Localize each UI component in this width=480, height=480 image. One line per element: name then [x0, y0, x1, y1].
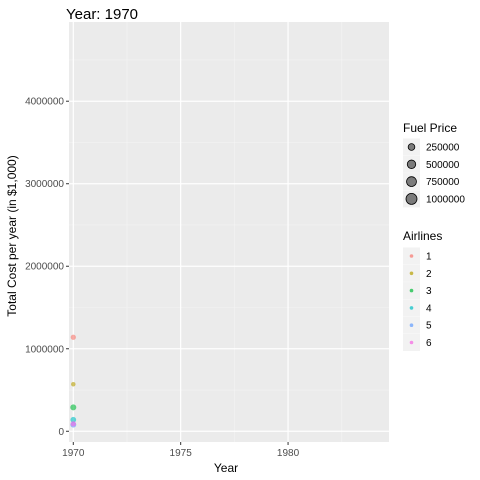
data-point-airline-4 — [70, 416, 77, 423]
data-point-airline-2 — [71, 381, 76, 387]
size-legend-title: Fuel Price — [403, 121, 457, 135]
x-axis-ticks: 1970 1975 1980 — [62, 442, 300, 459]
data-points — [70, 334, 77, 428]
y-tick-label: 3000000 — [25, 179, 64, 190]
x-axis-title: Year — [214, 461, 238, 475]
minor-gridlines — [69, 22, 389, 442]
color-legend-label: 2 — [426, 269, 432, 280]
x-tick-label: 1970 — [62, 448, 85, 459]
chart-title: Year: 1970 — [66, 6, 138, 23]
size-legend-symbol — [406, 176, 417, 187]
y-tick-label: 1000000 — [25, 344, 64, 355]
y-tick-label: 4000000 — [25, 97, 64, 108]
color-legend-label: 4 — [426, 303, 432, 314]
size-legend-symbol — [406, 159, 417, 169]
color-legend-symbol-airline-4 — [409, 306, 414, 310]
y-axis-ticks: 0 1000000 2000000 3000000 4000000 — [25, 97, 69, 438]
color-legend-label: 3 — [426, 286, 432, 297]
size-legend-label: 250000 — [426, 143, 460, 154]
color-legend-label: 1 — [426, 252, 432, 263]
color-legend-symbol-airline-6 — [409, 340, 414, 345]
size-legend-label: 1000000 — [426, 194, 465, 205]
x-tick-label: 1980 — [277, 448, 300, 459]
color-legend-label: 6 — [426, 338, 432, 349]
data-point-airline-6 — [70, 421, 76, 427]
color-legend-title: Airlines — [403, 229, 442, 243]
color-legend-symbol-airline-3 — [409, 288, 414, 293]
color-legend-symbol-airline-1 — [409, 254, 414, 258]
size-legend-symbol — [407, 143, 416, 151]
data-point-airline-1 — [70, 334, 76, 340]
size-legend-label: 750000 — [426, 177, 460, 188]
size-legend: 250000 500000 750000 1000000 — [403, 138, 465, 208]
color-legend-label: 5 — [426, 321, 432, 332]
color-legend: 1 2 3 4 5 6 — [403, 247, 432, 351]
x-tick-label: 1975 — [170, 448, 193, 459]
size-legend-label: 500000 — [426, 160, 460, 171]
y-tick-label: 2000000 — [25, 262, 64, 273]
color-legend-symbol-airline-5 — [409, 323, 414, 328]
color-legend-symbol-airline-2 — [409, 271, 414, 276]
major-gridlines — [69, 22, 389, 442]
y-tick-label: 0 — [58, 427, 64, 438]
data-point-airline-3 — [70, 404, 77, 411]
size-legend-symbol — [405, 192, 418, 205]
plot-panel — [69, 22, 389, 442]
y-axis-title: Total Cost per year (in $1,000) — [5, 155, 19, 316]
